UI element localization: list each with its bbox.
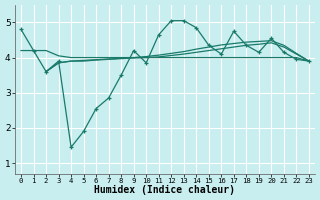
X-axis label: Humidex (Indice chaleur): Humidex (Indice chaleur) bbox=[94, 185, 236, 195]
